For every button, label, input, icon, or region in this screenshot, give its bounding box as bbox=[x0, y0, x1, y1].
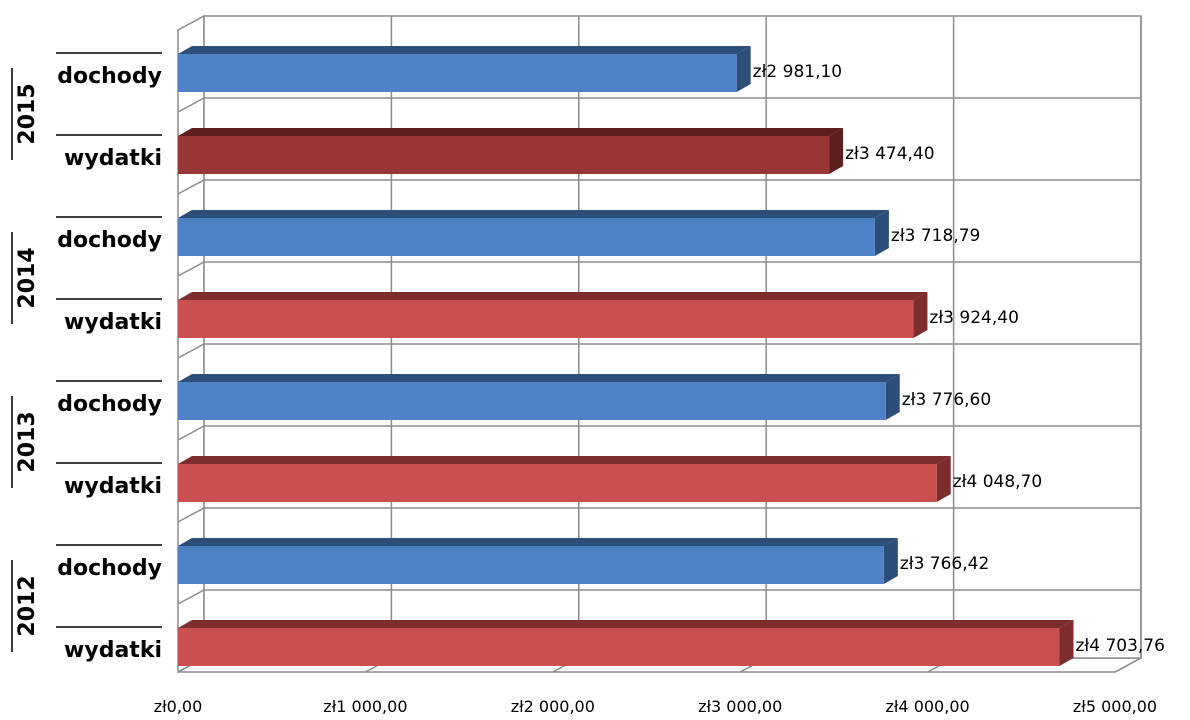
bar-top bbox=[178, 210, 889, 218]
bar-front bbox=[178, 628, 1060, 666]
bar-top bbox=[178, 292, 928, 300]
bar-side bbox=[913, 292, 928, 338]
bar bbox=[178, 46, 751, 92]
data-label: zł3 776,60 bbox=[902, 390, 991, 410]
bar-side bbox=[1059, 620, 1074, 666]
x-tick-label: zł0,00 bbox=[154, 697, 203, 716]
category-label: wydatki bbox=[64, 474, 162, 499]
x-axis-tick-labels: zł0,00 zł1 000,00 zł2 000,00 zł3 000,00 zł4 … bbox=[154, 697, 1157, 716]
side-gridline bbox=[177, 97, 205, 113]
bar-front bbox=[178, 136, 830, 174]
bar-side bbox=[874, 210, 889, 256]
x-tick-label: zł5 000,00 bbox=[1073, 697, 1157, 716]
bars bbox=[178, 46, 1074, 666]
x-tick-label: zł1 000,00 bbox=[323, 697, 407, 716]
bar-front bbox=[178, 546, 884, 584]
side-gridline bbox=[177, 425, 205, 441]
group-label: 2013 bbox=[15, 411, 40, 472]
data-label: zł4 048,70 bbox=[953, 472, 1042, 492]
data-label: zł4 703,76 bbox=[1075, 636, 1164, 656]
category-label: dochody bbox=[57, 228, 162, 253]
data-label: zł3 924,40 bbox=[929, 308, 1018, 328]
side-gridline bbox=[177, 261, 205, 277]
x-tick-label: zł4 000,00 bbox=[885, 697, 969, 716]
bar-front bbox=[178, 464, 937, 502]
bar-side bbox=[936, 456, 951, 502]
category-label: wydatki bbox=[64, 310, 162, 335]
bar-front bbox=[178, 54, 737, 92]
bar-front bbox=[178, 218, 875, 256]
bar bbox=[178, 456, 951, 502]
bar-side bbox=[883, 538, 898, 584]
category-labels: dochody wydatki dochody wydatki dochody wydat… bbox=[56, 52, 162, 663]
bar bbox=[178, 128, 844, 174]
x-tick-label: zł2 000,00 bbox=[511, 697, 595, 716]
group-label: 2012 bbox=[15, 575, 40, 636]
group-labels: 2015 2014 2013 2012 bbox=[11, 68, 40, 652]
side-gridline bbox=[177, 507, 205, 523]
bar bbox=[178, 374, 900, 420]
side-gridline bbox=[177, 589, 205, 605]
bar-side bbox=[885, 374, 900, 420]
side-gridline bbox=[177, 343, 205, 359]
bar-side bbox=[736, 46, 751, 92]
bar-front bbox=[178, 382, 886, 420]
floor-tick bbox=[1114, 657, 1142, 673]
bar-top bbox=[178, 456, 951, 464]
bar-front bbox=[178, 300, 914, 338]
data-label: zł2 981,10 bbox=[753, 62, 842, 82]
category-label: dochody bbox=[57, 64, 162, 89]
side-gridline bbox=[177, 179, 205, 195]
group-label: 2015 bbox=[15, 83, 40, 144]
data-labels: zł2 981,10 zł3 474,40 zł3 718,79 zł3 924,40… bbox=[753, 62, 1165, 656]
category-label: wydatki bbox=[64, 638, 162, 663]
bar-top bbox=[178, 538, 898, 546]
bar bbox=[178, 292, 928, 338]
bar bbox=[178, 538, 898, 584]
category-label: dochody bbox=[57, 556, 162, 581]
group-label: 2014 bbox=[15, 247, 40, 308]
data-label: zł3 766,42 bbox=[900, 554, 989, 574]
bar-top bbox=[178, 620, 1074, 628]
x-tick-label: zł3 000,00 bbox=[698, 697, 782, 716]
bar-top bbox=[178, 374, 900, 382]
bar-top bbox=[178, 46, 751, 54]
category-label: wydatki bbox=[64, 146, 162, 171]
data-label: zł3 474,40 bbox=[845, 144, 934, 164]
data-label: zł3 718,79 bbox=[891, 226, 980, 246]
bar bbox=[178, 620, 1074, 666]
bar-top bbox=[178, 128, 844, 136]
bar bbox=[178, 210, 889, 256]
category-label: dochody bbox=[57, 392, 162, 417]
bar-side bbox=[829, 128, 844, 174]
